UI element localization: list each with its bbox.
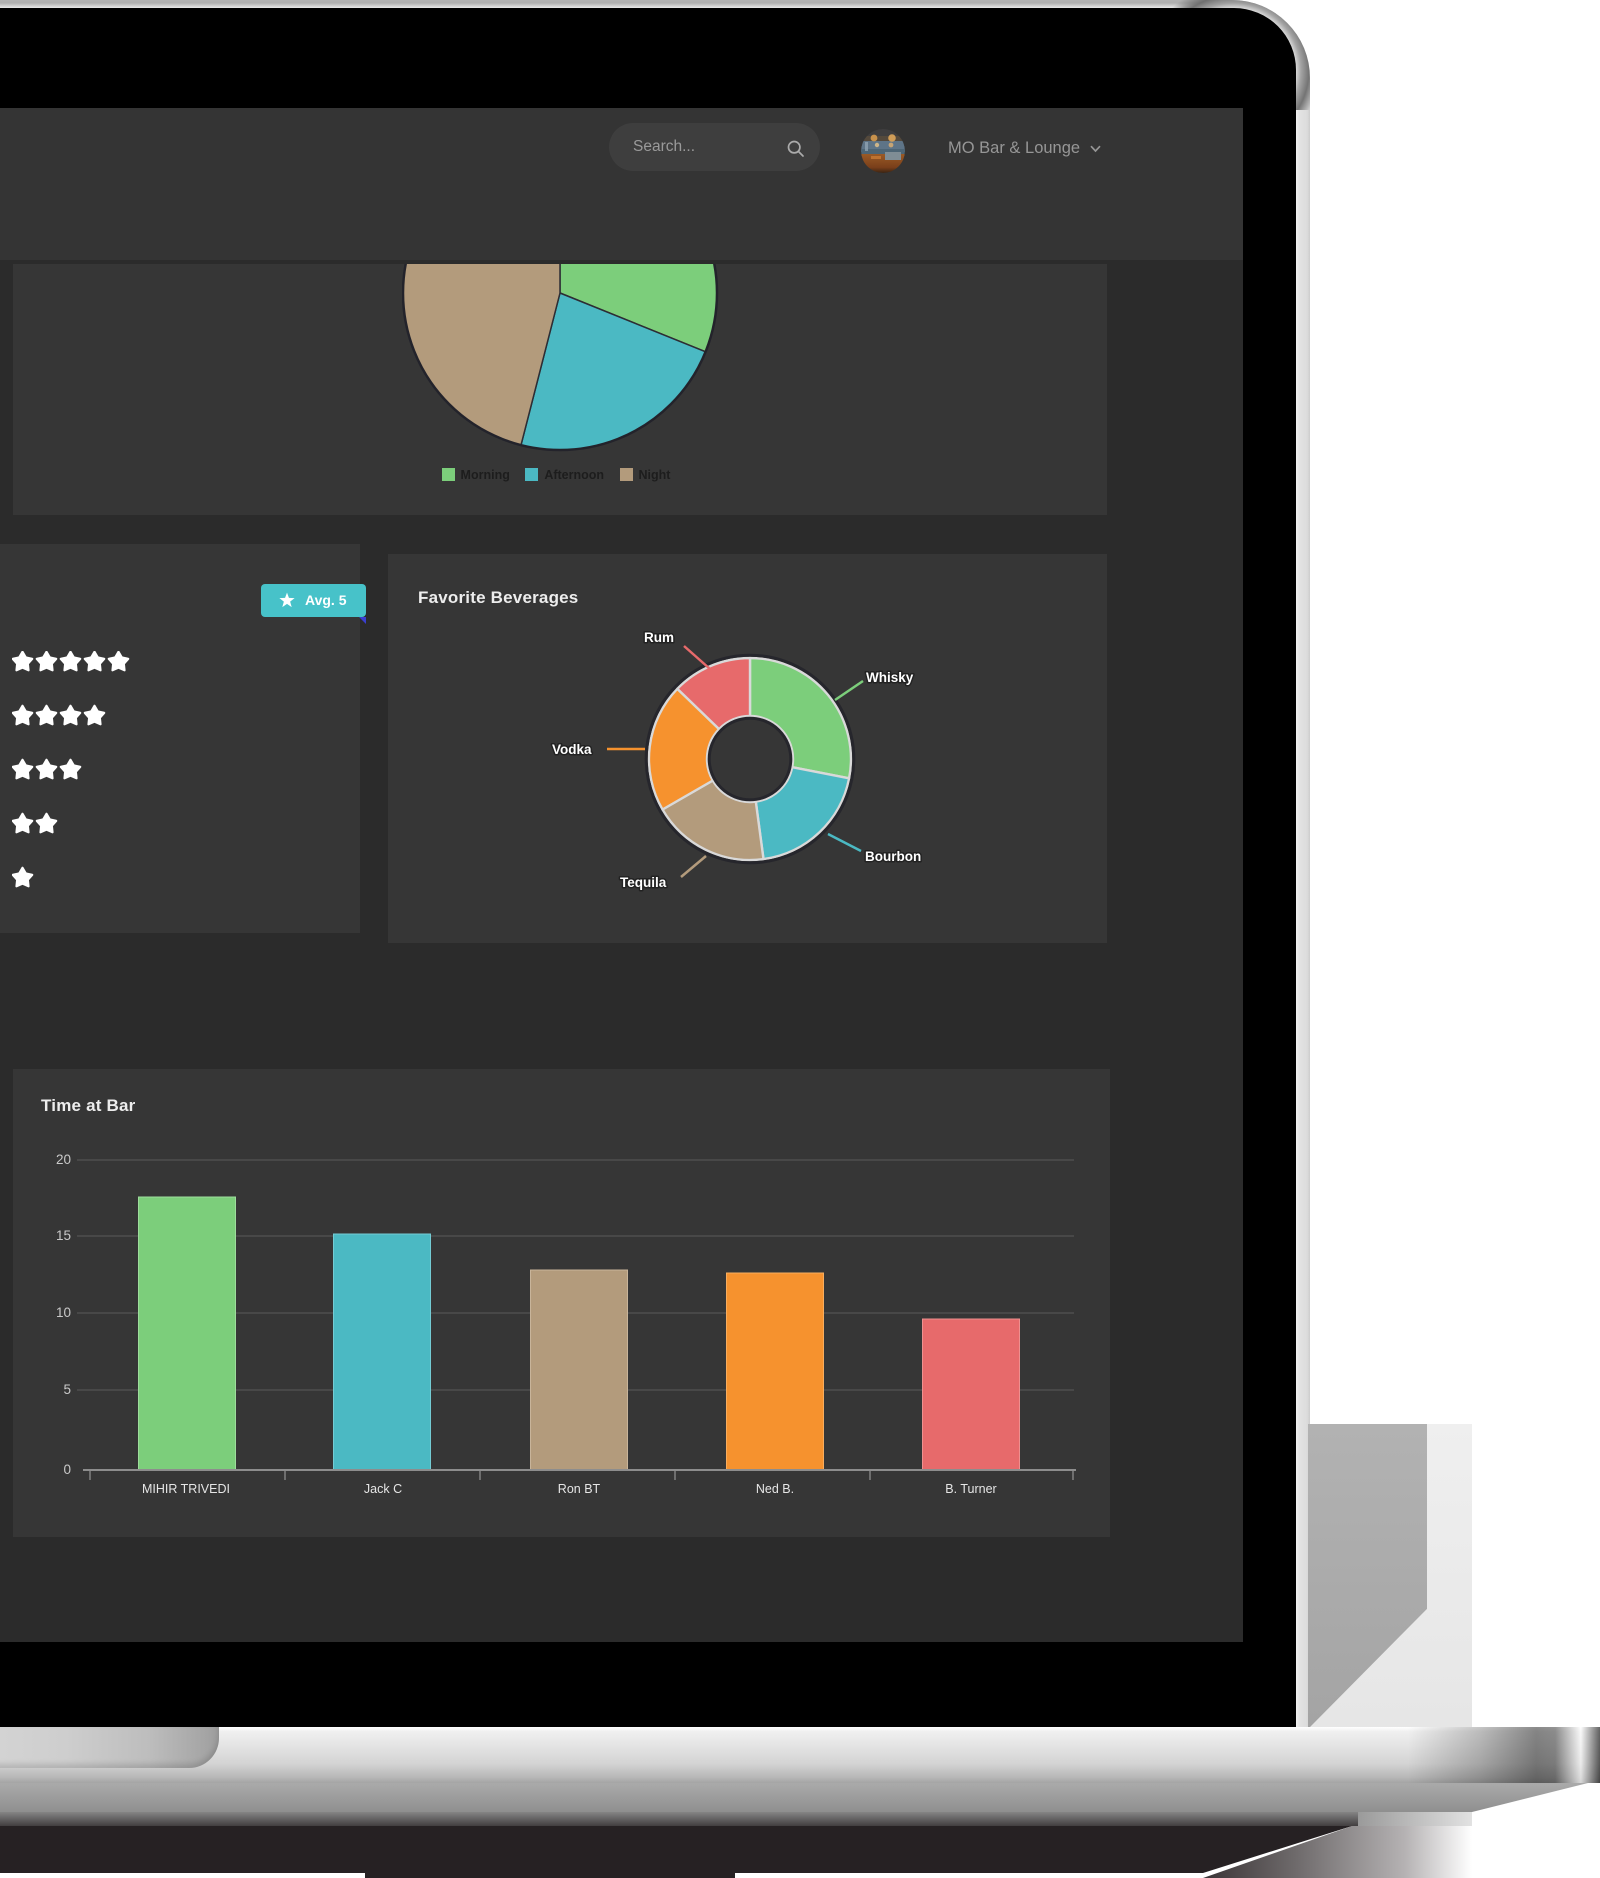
- svg-text:Whisky: Whisky: [866, 670, 914, 685]
- svg-text:Bourbon: Bourbon: [865, 849, 921, 864]
- svg-text:Rum: Rum: [644, 630, 674, 645]
- svg-text:Vodka: Vodka: [552, 742, 592, 757]
- svg-text:Tequila: Tequila: [620, 875, 667, 890]
